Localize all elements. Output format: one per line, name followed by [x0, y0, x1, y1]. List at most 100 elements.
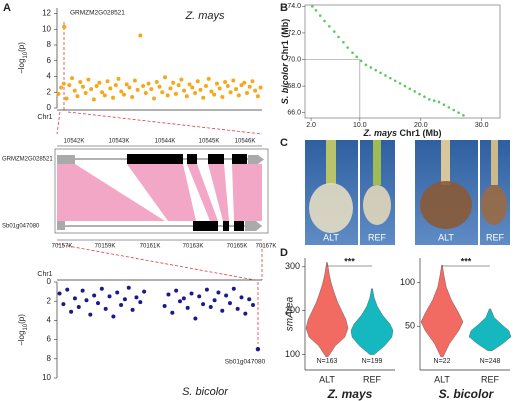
photo-label: REF [486, 232, 505, 242]
point [100, 90, 105, 95]
point [351, 51, 354, 55]
point [384, 74, 387, 77]
x-tick-label: ALT [434, 374, 450, 384]
point [88, 312, 93, 317]
point [108, 86, 113, 91]
gene-name: GRMZM2G028521 [2, 157, 53, 163]
panel-label: A [3, 2, 11, 14]
point [184, 94, 189, 99]
point [223, 80, 228, 85]
point [92, 293, 97, 298]
point [190, 85, 195, 90]
point [185, 305, 190, 310]
y-tick-label: 100 [285, 349, 300, 359]
point [178, 299, 182, 304]
point [146, 81, 151, 86]
point [154, 80, 159, 85]
point [355, 55, 359, 59]
point [201, 95, 206, 100]
point [99, 286, 104, 291]
point [75, 94, 80, 99]
point [171, 80, 176, 85]
y-tick-label: 300 [285, 261, 300, 271]
y-tick-label: 72.0 [287, 30, 301, 37]
point [251, 303, 256, 308]
point [111, 314, 116, 319]
point [227, 301, 232, 306]
point [116, 76, 121, 81]
point [78, 80, 83, 85]
y-tick-label: 0 [47, 103, 52, 112]
point [359, 59, 363, 63]
y-tick-label: 50 [405, 321, 415, 331]
y-tick-label: 0 [47, 277, 52, 286]
point [217, 86, 222, 91]
y-tick-label: 70.0 [287, 56, 301, 63]
point [124, 82, 129, 87]
point [102, 93, 107, 98]
gene-tick-label: 70163K [183, 244, 204, 250]
point [243, 311, 248, 316]
point [130, 94, 135, 99]
point [72, 88, 77, 93]
point [197, 294, 202, 299]
point [195, 79, 200, 84]
point [346, 46, 349, 49]
significance-label: *** [344, 256, 355, 266]
point [379, 71, 382, 75]
point [141, 83, 146, 88]
point [189, 291, 194, 296]
point [220, 94, 225, 99]
y-tick-label: 8 [47, 354, 52, 363]
y-axis-label: S. bicolor Chr1 (Mb) [280, 19, 290, 105]
point [57, 291, 62, 296]
y-tick-label: 8 [47, 40, 52, 49]
n-label: N=199 [362, 358, 383, 365]
violin [305, 262, 349, 357]
point [198, 87, 203, 92]
point [447, 106, 451, 109]
point [165, 93, 170, 98]
point [168, 86, 173, 91]
x-axis-label-part: Z. mays [362, 128, 397, 138]
gene-tick-label: 10546K [235, 139, 256, 145]
point [143, 91, 148, 96]
x-tick-label: REF [481, 374, 500, 384]
gene-tick-label: 70167K [256, 244, 277, 250]
y-axis-label: smArea [285, 296, 296, 331]
x-axis-label-part: Chr1 (Mb) [397, 128, 442, 138]
point [236, 93, 241, 98]
highlight-label: GRMZM2G028521 [70, 10, 125, 17]
point [176, 83, 181, 88]
x-tick-label: 30.0 [475, 122, 489, 129]
gene-panel: GRMZM2G028521 Sb01g047080 [2, 145, 269, 241]
y-tick-label: 200 [285, 305, 300, 315]
point [105, 79, 110, 84]
gene-tick-label: 70159K [95, 244, 116, 250]
chart-title: S. bicolor [439, 387, 495, 401]
y-tick-label: 6 [47, 335, 52, 344]
chart-title: Z. mays [327, 387, 373, 401]
point [182, 88, 187, 93]
point [212, 298, 217, 303]
point [247, 84, 252, 89]
point [423, 95, 426, 99]
violin [468, 308, 512, 351]
y-axis-label-part: S. bicolor [280, 63, 290, 105]
n-label: N=163 [317, 358, 338, 365]
y-axis-label: −log10(p) [17, 314, 28, 346]
gene-name: Sb01g047080 [2, 224, 40, 230]
y-axis-label-part: (p) [17, 42, 26, 52]
point [258, 85, 263, 90]
point [135, 87, 140, 92]
y-tick-label: 12 [42, 9, 51, 18]
point [80, 288, 85, 293]
point [235, 306, 240, 311]
point [244, 91, 249, 96]
point [83, 91, 88, 96]
photo-label: REF [368, 232, 387, 242]
point [209, 89, 214, 94]
photo-label: ALT [438, 232, 454, 242]
point [389, 76, 392, 80]
point [162, 75, 167, 80]
